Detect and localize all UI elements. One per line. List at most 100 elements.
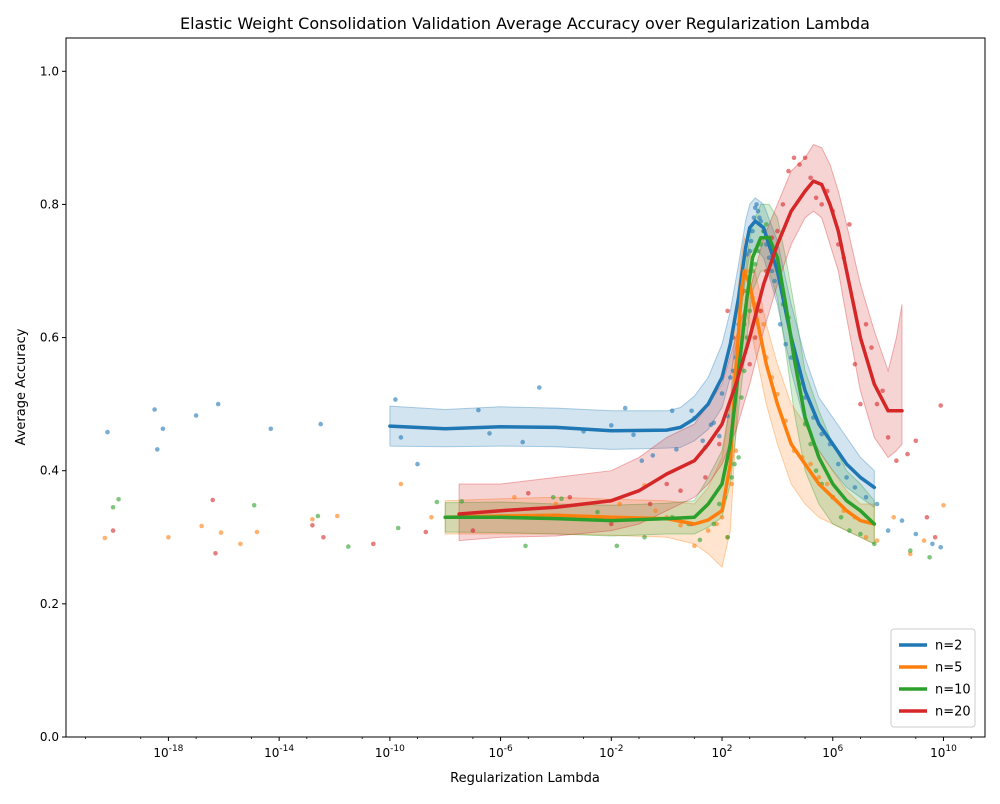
point-n=2-63 <box>852 485 858 490</box>
point-n=10-33 <box>764 222 769 227</box>
point-n=5-4 <box>238 541 243 547</box>
point-n=2-2 <box>155 447 160 452</box>
point-n=20-40 <box>852 361 858 367</box>
point-n=20-0 <box>110 528 116 533</box>
point-n=5-1 <box>166 535 171 540</box>
point-n=20-45 <box>880 388 885 394</box>
point-n=2-65 <box>874 501 880 507</box>
point-n=2-30 <box>719 391 725 396</box>
point-n=2-13 <box>520 439 525 445</box>
line-n=20 <box>457 179 904 516</box>
legend-label-n=20: n=20 <box>935 705 971 720</box>
point-n=10-3 <box>315 513 321 519</box>
point-n=5-21 <box>719 515 725 520</box>
x-tick-label: 106 <box>822 744 843 760</box>
point-n=10-27 <box>747 308 752 314</box>
point-n=20-22 <box>752 335 758 340</box>
point-n=20-4 <box>321 535 326 540</box>
y-tick-label: 0.6 <box>40 331 59 345</box>
point-n=5-6 <box>310 517 315 522</box>
point-n=2-53 <box>777 322 783 327</box>
point-n=2-70 <box>938 545 943 550</box>
point-n=5-8 <box>398 481 404 487</box>
point-n=10-21 <box>729 475 734 480</box>
point-n=2-20 <box>650 453 656 458</box>
point-n=10-2 <box>251 503 257 508</box>
point-n=10-8 <box>523 543 528 549</box>
point-n=20-48 <box>905 451 910 457</box>
point-n=5-2 <box>199 523 204 529</box>
point-n=20-42 <box>863 322 869 327</box>
point-n=2-7 <box>318 421 324 427</box>
point-n=5-46 <box>863 535 869 540</box>
point-n=20-16 <box>717 441 722 447</box>
point-n=10-24 <box>739 395 744 400</box>
point-n=20-39 <box>847 222 852 227</box>
legend-label-n=10: n=10 <box>935 683 971 698</box>
point-n=10-22 <box>732 461 737 467</box>
point-n=2-42 <box>751 215 757 220</box>
point-n=2-69 <box>930 541 935 547</box>
point-n=20-8 <box>526 491 531 496</box>
point-n=10-29 <box>752 262 758 267</box>
point-n=10-13 <box>642 535 647 540</box>
y-tick-label: 1.0 <box>40 64 59 78</box>
point-n=2-25 <box>700 438 705 444</box>
x-tick-label: 10-6 <box>488 744 513 760</box>
x-axis-label: Regularization Lambda <box>450 771 600 786</box>
point-n=2-0 <box>105 429 110 435</box>
point-n=5-0 <box>102 535 108 541</box>
point-n=20-27 <box>780 202 786 207</box>
point-n=20-30 <box>797 162 802 167</box>
point-n=5-19 <box>705 528 711 533</box>
point-n=20-1 <box>210 497 215 503</box>
point-n=20-46 <box>885 435 891 440</box>
point-n=2-22 <box>674 447 679 452</box>
point-n=20-41 <box>858 401 863 407</box>
point-n=2-44 <box>754 202 759 207</box>
point-n=2-6 <box>268 426 274 432</box>
y-axis-label: Average Accuracy <box>14 328 29 445</box>
point-n=5-18 <box>692 543 697 549</box>
point-n=10-12 <box>614 543 620 549</box>
point-n=2-50 <box>766 255 772 260</box>
point-n=20-33 <box>813 195 819 201</box>
point-n=2-61 <box>836 461 841 467</box>
point-n=20-12 <box>664 481 669 487</box>
point-n=2-19 <box>639 458 645 464</box>
chart-title: Elastic Weight Consolidation Validation … <box>180 14 870 33</box>
x-tick-label: 102 <box>712 744 733 760</box>
y-tick-label: 0.0 <box>40 730 59 744</box>
point-n=5-24 <box>733 448 739 454</box>
point-n=20-21 <box>747 361 752 367</box>
y-tick-label: 0.8 <box>40 197 59 211</box>
point-n=5-11 <box>553 501 559 507</box>
point-n=5-50 <box>921 538 927 543</box>
point-n=2-59 <box>819 431 824 437</box>
point-n=2-5 <box>215 401 221 407</box>
point-n=2-40 <box>748 238 754 244</box>
point-n=10-43 <box>813 468 819 474</box>
point-n=2-29 <box>711 420 716 426</box>
point-n=2-41 <box>750 228 755 234</box>
point-n=2-51 <box>769 268 775 274</box>
point-n=2-23 <box>689 408 694 414</box>
point-n=2-1 <box>152 407 157 412</box>
line-n=10 <box>443 235 877 526</box>
point-n=2-64 <box>863 495 869 500</box>
point-n=20-7 <box>470 528 476 533</box>
point-n=10-25 <box>741 368 747 374</box>
point-n=20-11 <box>647 501 653 507</box>
point-n=20-10 <box>609 521 614 527</box>
point-n=20-51 <box>932 535 938 540</box>
point-n=5-51 <box>941 503 946 508</box>
point-n=20-47 <box>894 458 899 464</box>
point-n=5-33 <box>761 322 766 327</box>
point-n=5-23 <box>729 481 734 487</box>
point-n=10-46 <box>838 515 844 520</box>
point-n=20-43 <box>869 345 874 350</box>
point-n=20-31 <box>802 155 808 161</box>
point-n=5-5 <box>254 529 260 535</box>
